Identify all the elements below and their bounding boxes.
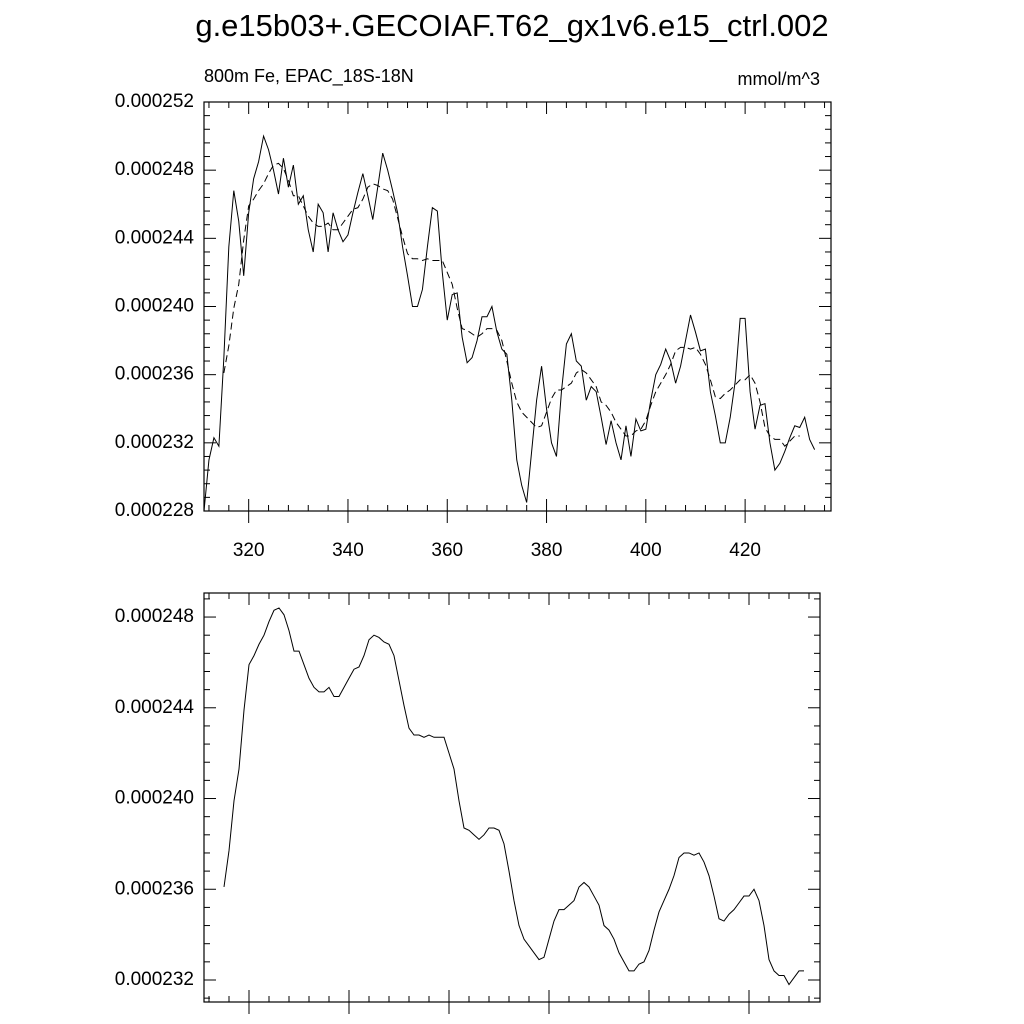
data-line: [203, 134, 816, 512]
plot-frame: [203, 592, 821, 1003]
y-tick-label: 0.000240: [115, 788, 194, 809]
y-tick-label: 0.000236: [115, 364, 194, 385]
x-tick-label: 360: [431, 540, 463, 561]
x-tick-label: 380: [531, 540, 563, 561]
subtitle: 800m Fe, EPAC_18S-18N: [204, 66, 414, 87]
data-line: [223, 607, 804, 986]
x-tick-label: 340: [332, 540, 364, 561]
data-line: [223, 162, 800, 448]
y-tick-label: 0.000236: [115, 878, 194, 899]
y-tick-label: 0.000240: [115, 296, 194, 317]
y-tick-label: 0.000232: [115, 969, 194, 990]
y-tick-label: 0.000248: [115, 159, 194, 180]
chart-title: g.e15b03+.GECOIAF.T62_gx1v6.e15_ctrl.002: [195, 8, 828, 43]
plot-frame: [203, 101, 832, 512]
x-tick-label: 400: [630, 540, 662, 561]
y-tick-label: 0.000248: [115, 606, 194, 627]
units-label: mmol/m^3: [738, 69, 820, 89]
y-tick-label: 0.000232: [115, 432, 194, 453]
x-tick-label: 420: [729, 540, 761, 561]
y-tick-label: 0.000228: [115, 500, 194, 521]
y-tick-label: 0.000244: [115, 697, 195, 718]
y-tick-label: 0.000244: [115, 227, 195, 248]
x-tick-label: 320: [233, 540, 265, 561]
y-tick-label: 0.000252: [115, 91, 194, 112]
